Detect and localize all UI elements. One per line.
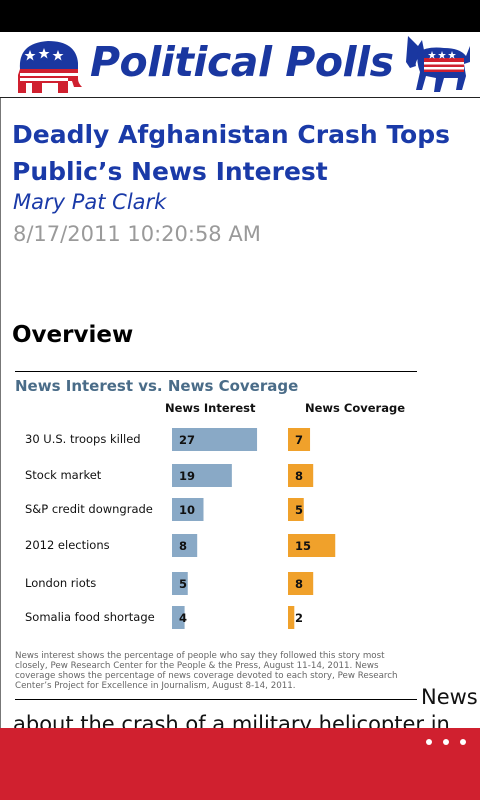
category-label: London riots	[25, 576, 96, 590]
more-dot	[443, 739, 449, 745]
data-label: 19	[179, 469, 195, 483]
article-body-text: about the crash of a military helicopter…	[13, 712, 450, 728]
chart-source-note: News interest shows the percentage of pe…	[15, 651, 398, 691]
article-date: 8/17/2011 10:20:58 AM	[13, 222, 261, 246]
data-label: 10	[179, 503, 195, 517]
article-body-inline-text: News	[421, 685, 478, 709]
more-dot	[460, 739, 466, 745]
republican-elephant-icon	[18, 41, 82, 93]
legend-label-news-coverage: News Coverage	[305, 401, 405, 415]
democratic-donkey-icon	[406, 36, 470, 92]
bar-news-coverage	[288, 498, 304, 521]
data-label: 7	[295, 433, 303, 447]
bar-news-interest	[172, 572, 188, 595]
chart-title: News Interest vs. News Coverage	[15, 377, 299, 395]
news-interest-coverage-chart: News Interest News Coverage 30 U.S. troops…	[25, 401, 405, 629]
data-label: 15	[295, 539, 311, 553]
bar-news-interest	[172, 464, 232, 487]
article-author: Mary Pat Clark	[13, 190, 167, 214]
category-label: 2012 elections	[25, 538, 110, 552]
ellipsis-more-icon[interactable]	[426, 734, 466, 750]
legend-label-news-interest: News Interest	[165, 401, 256, 415]
data-label: 27	[179, 433, 195, 447]
article-headline: Deadly Afghanistan Crash Tops Public’s N…	[12, 120, 451, 186]
bar-news-coverage	[288, 464, 314, 487]
bar-news-coverage	[288, 428, 311, 451]
chart-bottom-divider	[15, 699, 417, 700]
system-status-bar	[0, 0, 480, 32]
chart-top-divider	[15, 371, 417, 372]
data-label: 8	[295, 469, 303, 483]
data-label: 5	[179, 577, 187, 591]
category-label: 30 U.S. troops killed	[25, 432, 141, 446]
article-view[interactable]: Deadly Afghanistan Crash Tops Public’s N…	[0, 98, 480, 728]
bar-news-interest	[172, 498, 204, 521]
bar-news-interest	[172, 534, 198, 557]
app-title: Political Polls	[90, 38, 394, 86]
category-label: Stock market	[25, 468, 102, 482]
data-label: 8	[179, 539, 187, 553]
bar-news-interest	[172, 606, 185, 629]
data-label: 5	[295, 503, 303, 517]
category-label: S&P credit downgrade	[25, 502, 153, 516]
application-bar	[0, 728, 480, 800]
section-heading: Overview	[12, 322, 134, 348]
app-header: Political Polls	[0, 32, 480, 98]
bar-news-interest	[172, 428, 258, 451]
bar-news-coverage	[288, 606, 295, 629]
data-label: 4	[179, 611, 187, 625]
data-label: 8	[295, 577, 303, 591]
more-dot	[426, 739, 432, 745]
category-label: Somalia food shortage	[25, 610, 155, 624]
bar-news-coverage	[288, 534, 336, 557]
bar-news-coverage	[288, 572, 314, 595]
data-label: 2	[295, 611, 303, 625]
